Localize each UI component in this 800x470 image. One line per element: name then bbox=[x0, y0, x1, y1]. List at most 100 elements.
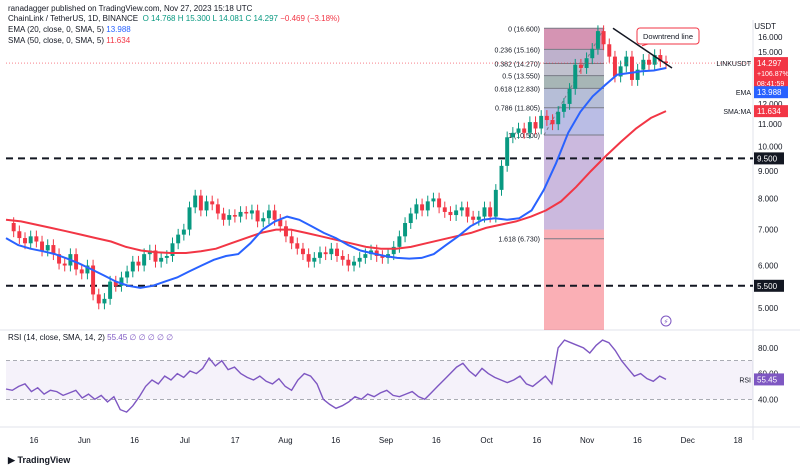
candle-body bbox=[40, 241, 45, 251]
candle-body bbox=[499, 165, 504, 190]
candle-body bbox=[652, 55, 657, 65]
candle-body bbox=[198, 195, 203, 211]
candle-body bbox=[187, 207, 192, 230]
price-tick-label: 15.000 bbox=[758, 48, 783, 57]
time-tick-label: 18 bbox=[734, 436, 743, 445]
candle-body bbox=[51, 245, 56, 255]
ohlc-low: L 14.081 bbox=[212, 14, 244, 23]
candle-body bbox=[352, 261, 357, 266]
time-tick-label: Dec bbox=[681, 436, 695, 445]
candle-body bbox=[289, 236, 294, 244]
fib-level-label: 0.618 (12.830) bbox=[494, 86, 540, 93]
time-tick-label: 16 bbox=[130, 436, 139, 445]
candle-body bbox=[454, 210, 459, 216]
candle-body bbox=[283, 226, 288, 237]
candle-body bbox=[204, 201, 209, 211]
candle-body bbox=[590, 48, 595, 59]
attribution: ranadagger published on TradingView.com,… bbox=[8, 4, 253, 13]
time-tick-label: 16 bbox=[331, 436, 340, 445]
ohlc-high: H 15.300 bbox=[177, 14, 211, 23]
candle-body bbox=[420, 204, 425, 211]
ema-legend[interactable]: EMA (20, close, 0, SMA, 5) 13.988 bbox=[8, 25, 131, 34]
candle-body bbox=[522, 128, 527, 133]
candle-body bbox=[45, 245, 50, 251]
candle-body bbox=[607, 44, 612, 57]
candle-body bbox=[170, 243, 175, 256]
candle-body bbox=[539, 115, 544, 129]
time-tick-label: 16 bbox=[30, 436, 39, 445]
price-tick-label: 8.000 bbox=[758, 194, 779, 203]
bar-countdown: 08:41:59 bbox=[757, 81, 784, 88]
sma-tag-label: SMA:MA bbox=[723, 109, 751, 116]
candle-body bbox=[261, 218, 266, 222]
candle-body bbox=[79, 269, 84, 274]
candle-body bbox=[442, 207, 447, 212]
symbol-name: ChainLink / TetherUS, 1D, BINANCE bbox=[8, 14, 139, 23]
currency-label: USDT bbox=[754, 22, 776, 31]
candle-body bbox=[210, 201, 215, 205]
sma-legend-value: 11.634 bbox=[106, 36, 131, 45]
candle-body bbox=[505, 137, 510, 166]
candle-body bbox=[278, 219, 283, 227]
event-marker-icon bbox=[660, 315, 672, 327]
event-marker-glyph: ⚡ bbox=[664, 318, 669, 326]
sma-tag-value: 11.634 bbox=[757, 107, 781, 116]
candle-body bbox=[561, 103, 566, 112]
candle-body bbox=[153, 250, 158, 262]
candle-body bbox=[335, 248, 339, 256]
ohlc-close: C 14.297 bbox=[245, 14, 278, 23]
candle-body bbox=[646, 59, 651, 65]
candle-body bbox=[164, 255, 169, 258]
candle-body bbox=[108, 281, 113, 299]
candle-body bbox=[17, 231, 22, 239]
price-tick-label: 6.000 bbox=[758, 262, 779, 271]
candle-body bbox=[578, 64, 583, 68]
candle-body bbox=[193, 195, 198, 208]
candle-body bbox=[102, 298, 107, 304]
candle-body bbox=[459, 207, 464, 211]
candle-body bbox=[431, 198, 436, 202]
fib-level-label: 1.618 (6.730) bbox=[498, 237, 540, 244]
candle-body bbox=[601, 31, 606, 45]
candle-body bbox=[567, 88, 572, 104]
candle-body bbox=[641, 59, 646, 70]
candle-body bbox=[414, 204, 419, 214]
time-tick-label: Aug bbox=[278, 436, 292, 445]
rsi-tag-label: RSI bbox=[739, 377, 751, 384]
rsi-line bbox=[5, 339, 667, 413]
fib-level-label: 0 (16.600) bbox=[508, 26, 540, 33]
candle-body bbox=[425, 201, 430, 211]
price-tick-label: 10.000 bbox=[758, 142, 783, 151]
rsi-tick-label: 40.00 bbox=[758, 395, 779, 404]
time-tick-label: Jul bbox=[180, 436, 190, 445]
support-level-tag bbox=[754, 279, 784, 292]
candle-body bbox=[397, 236, 402, 247]
rsi-legend[interactable]: RSI (14, close, SMA, 14, 2) 55.45 ∅ ∅ ∅ … bbox=[8, 333, 173, 342]
candle-body bbox=[130, 261, 135, 272]
candle-body bbox=[340, 255, 345, 260]
support-level-tag-label: 9.500 bbox=[757, 154, 778, 163]
long-position-target-tint bbox=[544, 28, 604, 230]
rsi-tick-label: 80.00 bbox=[758, 344, 779, 353]
candle-body bbox=[618, 66, 623, 77]
candle-body bbox=[595, 31, 600, 49]
last-price-symbol: LINKUSDT bbox=[716, 61, 751, 68]
tradingview-brand: TradingView bbox=[17, 455, 71, 465]
candle-body bbox=[584, 58, 589, 68]
candle-body bbox=[136, 261, 141, 266]
candle-body bbox=[556, 111, 561, 125]
candle-body bbox=[28, 236, 33, 244]
fib-zone bbox=[544, 88, 604, 108]
downtrend-annotation-box bbox=[636, 27, 700, 45]
candle-body bbox=[357, 257, 362, 262]
candle-body bbox=[493, 189, 498, 217]
candle-body bbox=[476, 216, 481, 220]
time-tick-label: 17 bbox=[231, 436, 240, 445]
candle-body bbox=[227, 215, 232, 220]
fib-level-label: 0.236 (15.160) bbox=[494, 47, 540, 54]
sma-legend[interactable]: SMA (50, close, 0, SMA, 5) 11.634 bbox=[8, 36, 130, 45]
candle-body bbox=[323, 252, 328, 255]
candle-body bbox=[181, 229, 186, 235]
candle-body bbox=[244, 211, 249, 214]
fib-level-label: 0.786 (11.805) bbox=[495, 106, 540, 113]
